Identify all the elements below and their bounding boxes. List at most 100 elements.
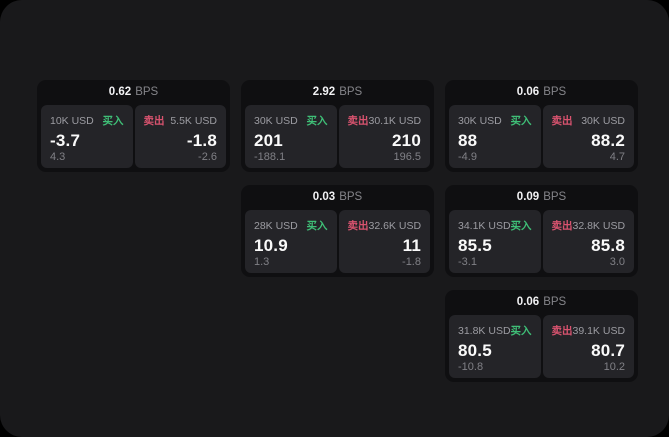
bps-value: 0.09 <box>516 191 540 203</box>
quote-card: 0.06 BPS 30K USD 买入 88 -4.9 卖出 30K USD <box>445 80 638 172</box>
sell-price: -1.8 <box>186 131 217 150</box>
sell-change: -1.8 <box>402 255 421 268</box>
buy-size: 10K USD <box>50 114 94 127</box>
panel-top: 卖出 32.8K USD <box>552 218 626 233</box>
panels: 34.1K USD 买入 85.5 -3.1 卖出 32.8K USD 85.8… <box>449 210 634 273</box>
buy-price: 85.5 <box>458 236 492 255</box>
panel-top: 31.8K USD 买入 <box>458 323 532 338</box>
sell-price: 85.8 <box>591 236 625 255</box>
bps-unit: BPS <box>543 86 567 98</box>
sell-label: 卖出 <box>347 220 369 232</box>
sell-change: 10.2 <box>603 360 625 373</box>
sell-size: 5.5K USD <box>170 114 217 127</box>
buy-label: 买入 <box>306 115 328 127</box>
buy-size: 30K USD <box>254 114 298 127</box>
panels: 10K USD 买入 -3.7 4.3 卖出 5.5K USD -1.8 -2.… <box>41 105 226 168</box>
buy-panel[interactable]: 28K USD 买入 10.9 1.3 <box>245 210 337 273</box>
sell-label: 卖出 <box>551 325 573 337</box>
sell-price: 80.7 <box>591 341 625 360</box>
sell-price: 11 <box>402 236 421 255</box>
sell-change: -2.6 <box>198 150 217 163</box>
buy-panel[interactable]: 30K USD 买入 88 -4.9 <box>449 105 541 168</box>
sell-panel[interactable]: 卖出 5.5K USD -1.8 -2.6 <box>134 105 226 168</box>
buy-change: -3.1 <box>458 255 477 268</box>
buy-price: 10.9 <box>254 236 288 255</box>
sell-panel[interactable]: 卖出 30K USD 88.2 4.7 <box>542 105 634 168</box>
bps-header: 0.03 BPS <box>245 185 430 210</box>
sell-panel[interactable]: 卖出 32.6K USD 11 -1.8 <box>338 210 430 273</box>
panel-top: 30K USD 买入 <box>458 113 532 128</box>
panel-top: 30K USD 买入 <box>254 113 328 128</box>
buy-panel[interactable]: 10K USD 买入 -3.7 4.3 <box>41 105 133 168</box>
panel-top: 10K USD 买入 <box>50 113 124 128</box>
sell-panel[interactable]: 卖出 32.8K USD 85.8 3.0 <box>542 210 634 273</box>
buy-size: 30K USD <box>458 114 502 127</box>
buy-change: -188.1 <box>254 150 286 163</box>
buy-label: 买入 <box>510 220 532 232</box>
sell-change: 196.5 <box>393 150 421 163</box>
sell-change: 4.7 <box>609 150 625 163</box>
sell-price: 210 <box>392 131 421 150</box>
quote-card: 0.62 BPS 10K USD 买入 -3.7 4.3 卖出 5.5K USD <box>37 80 230 172</box>
buy-panel[interactable]: 34.1K USD 买入 85.5 -3.1 <box>449 210 541 273</box>
bps-unit: BPS <box>339 191 363 203</box>
sell-size: 39.1K USD <box>572 324 626 337</box>
sell-size: 30K USD <box>581 114 625 127</box>
bps-value: 0.03 <box>312 191 336 203</box>
sell-size: 32.8K USD <box>572 219 626 232</box>
panels: 30K USD 买入 201 -188.1 卖出 30.1K USD 210 1… <box>245 105 430 168</box>
buy-price: 80.5 <box>458 341 492 360</box>
buy-label: 买入 <box>306 220 328 232</box>
panel-top: 28K USD 买入 <box>254 218 328 233</box>
bps-value: 2.92 <box>312 86 336 98</box>
buy-label: 买入 <box>102 115 124 127</box>
sell-label: 卖出 <box>347 115 369 127</box>
panels: 31.8K USD 买入 80.5 -10.8 卖出 39.1K USD 80.… <box>449 315 634 378</box>
sell-size: 32.6K USD <box>368 219 422 232</box>
buy-price: 201 <box>254 131 283 150</box>
buy-change: 1.3 <box>254 255 270 268</box>
sell-change: 3.0 <box>609 255 625 268</box>
quote-card: 0.06 BPS 31.8K USD 买入 80.5 -10.8 卖出 39.1… <box>445 290 638 382</box>
buy-panel[interactable]: 31.8K USD 买入 80.5 -10.8 <box>449 315 541 378</box>
sell-label: 卖出 <box>551 220 573 232</box>
sell-panel[interactable]: 卖出 39.1K USD 80.7 10.2 <box>542 315 634 378</box>
bps-unit: BPS <box>543 191 567 203</box>
sell-label: 卖出 <box>551 115 573 127</box>
panel-top: 卖出 30.1K USD <box>348 113 422 128</box>
sell-size: 30.1K USD <box>368 114 422 127</box>
bps-unit: BPS <box>339 86 363 98</box>
buy-panel[interactable]: 30K USD 买入 201 -188.1 <box>245 105 337 168</box>
buy-change: 4.3 <box>50 150 66 163</box>
quote-card: 0.09 BPS 34.1K USD 买入 85.5 -3.1 卖出 32.8K… <box>445 185 638 277</box>
bps-unit: BPS <box>135 86 159 98</box>
panels: 28K USD 买入 10.9 1.3 卖出 32.6K USD 11 -1.8 <box>245 210 430 273</box>
panel-top: 卖出 30K USD <box>552 113 626 128</box>
buy-size: 28K USD <box>254 219 298 232</box>
sell-panel[interactable]: 卖出 30.1K USD 210 196.5 <box>338 105 430 168</box>
bps-header: 0.09 BPS <box>449 185 634 210</box>
bps-value: 0.06 <box>516 296 540 308</box>
panel-top: 卖出 5.5K USD <box>144 113 218 128</box>
buy-label: 买入 <box>510 115 532 127</box>
bps-header: 2.92 BPS <box>245 80 430 105</box>
panel-top: 卖出 32.6K USD <box>348 218 422 233</box>
bps-value: 0.06 <box>516 86 540 98</box>
buy-label: 买入 <box>510 325 532 337</box>
quote-card-grid: 0.62 BPS 10K USD 买入 -3.7 4.3 卖出 5.5K USD <box>37 80 638 382</box>
buy-price: -3.7 <box>50 131 81 150</box>
buy-change: -10.8 <box>458 360 484 373</box>
sell-price: 88.2 <box>591 131 625 150</box>
bps-unit: BPS <box>543 296 567 308</box>
panels: 30K USD 买入 88 -4.9 卖出 30K USD 88.2 4.7 <box>449 105 634 168</box>
bps-value: 0.62 <box>108 86 132 98</box>
buy-price: 88 <box>458 131 478 150</box>
sell-label: 卖出 <box>143 115 165 127</box>
buy-size: 34.1K USD <box>458 219 511 232</box>
quote-card: 2.92 BPS 30K USD 买入 201 -188.1 卖出 30.1K … <box>241 80 434 172</box>
bps-header: 0.06 BPS <box>449 290 634 315</box>
quote-card: 0.03 BPS 28K USD 买入 10.9 1.3 卖出 32.6K US… <box>241 185 434 277</box>
panel-top: 34.1K USD 买入 <box>458 218 532 233</box>
bps-header: 0.06 BPS <box>449 80 634 105</box>
